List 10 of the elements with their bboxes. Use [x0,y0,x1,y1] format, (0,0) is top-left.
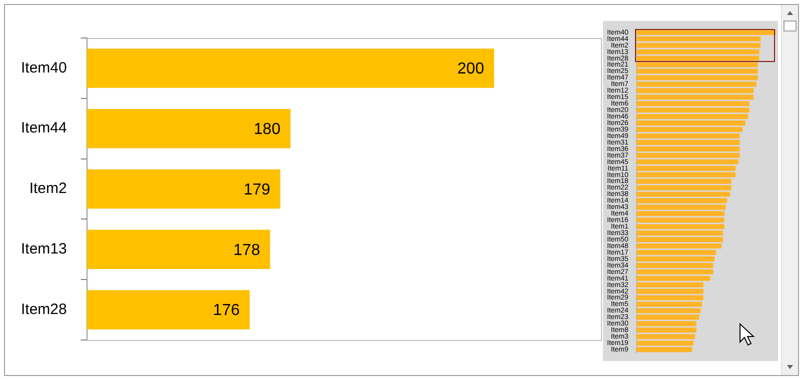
y-tick-label: Item28 [21,300,67,318]
data-label: 179 [244,181,270,198]
y-tick-label: Item40 [21,59,67,76]
data-label: 176 [213,302,240,320]
y-tick-label: Item13 [21,240,67,258]
data-label: 180 [254,121,281,138]
y-tick-label: Item2 [29,180,67,198]
data-label: 200 [457,60,484,78]
y-tick-label: Item44 [21,120,67,137]
data-label: 178 [233,242,260,259]
